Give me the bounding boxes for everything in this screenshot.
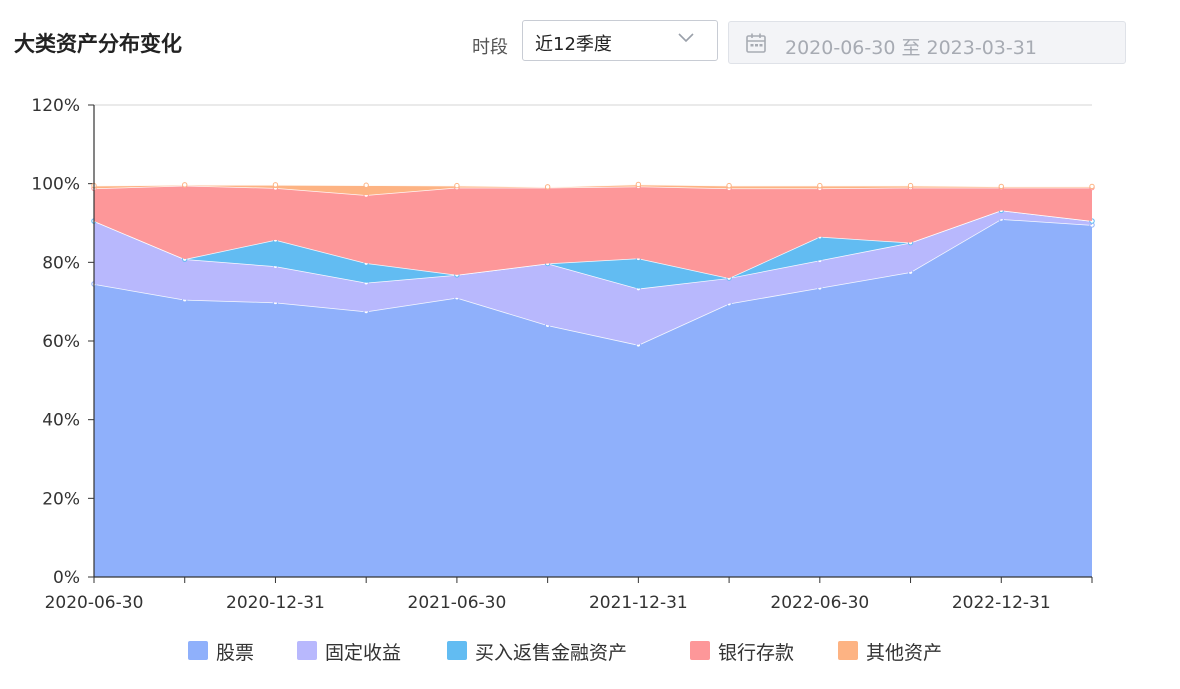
data-point-4-7	[726, 182, 732, 189]
legend-swatch	[297, 641, 317, 660]
data-point-4-11	[1089, 183, 1095, 190]
area-series-4	[94, 184, 1092, 196]
date-range-picker[interactable]: 2020-06-30 至 2023-03-31	[728, 21, 1126, 64]
x-tick-label: 2022-12-31	[952, 593, 1051, 613]
data-point-4-10	[998, 183, 1004, 190]
data-point-4-6	[635, 181, 642, 188]
period-label: 时段	[472, 37, 508, 58]
legend-label: 买入返售金融资产	[475, 642, 628, 664]
legend-swatch	[690, 641, 710, 660]
area-series-2	[94, 210, 1092, 289]
data-point-4-8	[817, 182, 823, 189]
y-tick-label: 120%	[31, 96, 80, 116]
area-series-3	[94, 185, 1092, 279]
period-select[interactable]: 近12季度	[522, 20, 718, 61]
area-series-1	[94, 210, 1092, 345]
legend-label: 固定收益	[325, 642, 402, 664]
legend-label: 银行存款	[718, 642, 795, 664]
y-tick-label: 40%	[42, 411, 80, 431]
y-tick-label: 0%	[53, 568, 80, 588]
y-tick-label: 60%	[42, 332, 80, 352]
data-point-4-5	[544, 184, 551, 190]
chevron-down-icon	[678, 33, 694, 43]
area-series-0	[94, 219, 1092, 578]
x-tick-label: 2021-06-30	[408, 593, 507, 613]
period-select-value: 近12季度	[535, 34, 612, 55]
data-point-4-3	[363, 182, 369, 188]
x-tick-label: 2022-06-30	[770, 593, 869, 613]
legend-swatch	[447, 641, 467, 660]
calendar-icon	[746, 33, 766, 53]
y-tick-label: 100%	[31, 175, 80, 195]
data-point-4-9	[907, 182, 914, 189]
x-tick-label: 2020-12-31	[226, 593, 325, 613]
y-tick-label: 80%	[42, 253, 80, 273]
legend-label: 股票	[216, 642, 255, 664]
legend-label: 其他资产	[866, 642, 943, 664]
legend-swatch	[838, 641, 858, 660]
date-range-text: 2020-06-30 至 2023-03-31	[785, 37, 1037, 59]
stacked-area-chart: 0% 20% 40% 60% 80% 100% 120% 2020-06-30 2020-12-…	[31, 96, 1095, 613]
data-point-4-2	[272, 182, 279, 188]
data-point-4-4	[454, 182, 460, 189]
y-tick-label: 20%	[42, 489, 80, 509]
data-point-4-1	[182, 182, 188, 188]
x-tick-label: 2021-12-31	[589, 593, 688, 613]
x-tick-label: 2020-06-30	[45, 593, 144, 613]
legend-swatch	[188, 641, 208, 660]
chart-title: 大类资产分布变化	[14, 32, 182, 56]
series-line-4	[93, 183, 1092, 188]
chart-legend: 股票 固定收益 买入返售金融资产 银行存款 其他资产	[0, 630, 1180, 670]
